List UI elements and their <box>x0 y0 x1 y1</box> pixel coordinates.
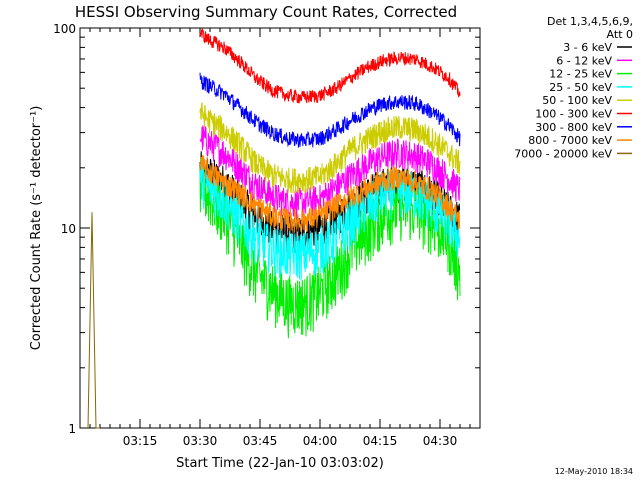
legend-title-line-1: Det 1,3,4,5,6,9, <box>547 15 633 28</box>
series-line-25-50-kev <box>199 160 461 281</box>
y-tick-label: 100 <box>53 22 76 36</box>
legend-label-100-300-kev: 100 - 300 keV <box>535 108 612 121</box>
legend-label-3-6-kev: 3 - 6 keV <box>563 41 612 54</box>
series-line-12-25-kev <box>199 157 461 339</box>
legend-title-line-2: Att 0 <box>607 28 633 41</box>
series-line-50-100-kev <box>199 102 461 194</box>
timestamp: 12-May-2010 18:34 <box>555 467 633 476</box>
legend-label-7000-20000-kev: 7000 - 20000 keV <box>514 147 612 160</box>
chart-title: HESSI Observing Summary Count Rates, Cor… <box>75 3 457 21</box>
x-tick-label: 04:00 <box>303 434 338 448</box>
series-line-300-800-kev <box>199 72 461 148</box>
x-tick-label: 03:15 <box>123 434 158 448</box>
legend-label-25-50-kev: 25 - 50 keV <box>549 81 612 94</box>
y-tick-label: 1 <box>68 422 76 436</box>
x-tick-label: 03:45 <box>243 434 278 448</box>
x-tick-label: 04:15 <box>363 434 398 448</box>
x-tick-label: 04:30 <box>423 434 458 448</box>
y-axis-label: Corrected Count Rate (s⁻¹ detector⁻¹) <box>29 106 44 351</box>
legend-label-12-25-kev: 12 - 25 keV <box>549 68 612 81</box>
y-tick-label: 10 <box>61 222 76 236</box>
x-axis-label: Start Time (22-Jan-10 03:03:02) <box>176 456 384 471</box>
legend-label-800-7000-kev: 800 - 7000 keV <box>528 134 612 147</box>
x-tick-label: 03:30 <box>183 434 218 448</box>
series-line-800-7000-kev <box>199 155 461 233</box>
legend-label-50-100-kev: 50 - 100 keV <box>542 94 612 107</box>
series-line-100-300-kev <box>199 27 461 104</box>
series-line-7000-20000-kev <box>87 212 100 429</box>
legend-label-300-800-kev: 300 - 800 keV <box>535 121 612 134</box>
legend-label-6-12-kev: 6 - 12 keV <box>556 54 612 67</box>
